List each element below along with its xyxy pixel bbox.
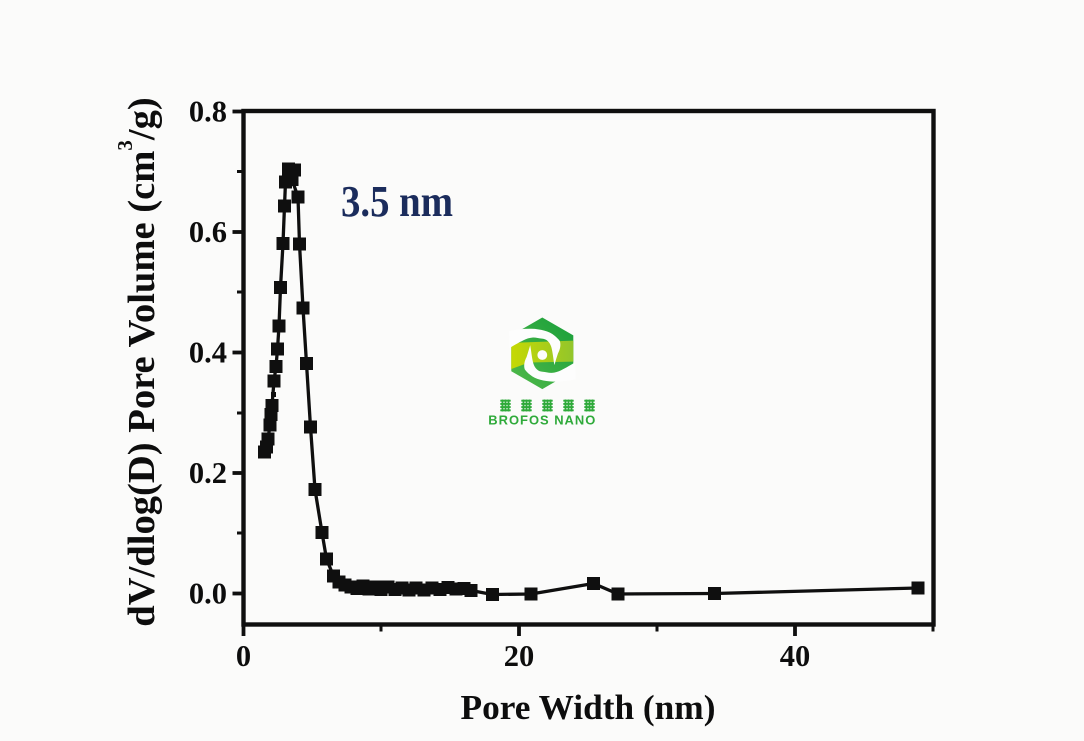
svg-text:0.2: 0.2 [189, 456, 227, 490]
svg-text:dV/dlog(D) Pore Volume (cm3/g): dV/dlog(D) Pore Volume (cm3/g) [113, 97, 163, 626]
svg-text:40: 40 [780, 639, 811, 673]
svg-text:20: 20 [504, 639, 535, 673]
svg-text:0: 0 [236, 639, 251, 673]
svg-text:BROFOS NANO: BROFOS NANO [488, 413, 596, 428]
svg-text:0.4: 0.4 [189, 336, 227, 370]
svg-text:0.8: 0.8 [189, 95, 227, 129]
svg-text:0.0: 0.0 [189, 577, 227, 611]
svg-text:0.6: 0.6 [189, 215, 227, 249]
svg-text:3.5 nm: 3.5 nm [341, 177, 453, 226]
svg-text:Pore Width (nm): Pore Width (nm) [461, 688, 716, 727]
